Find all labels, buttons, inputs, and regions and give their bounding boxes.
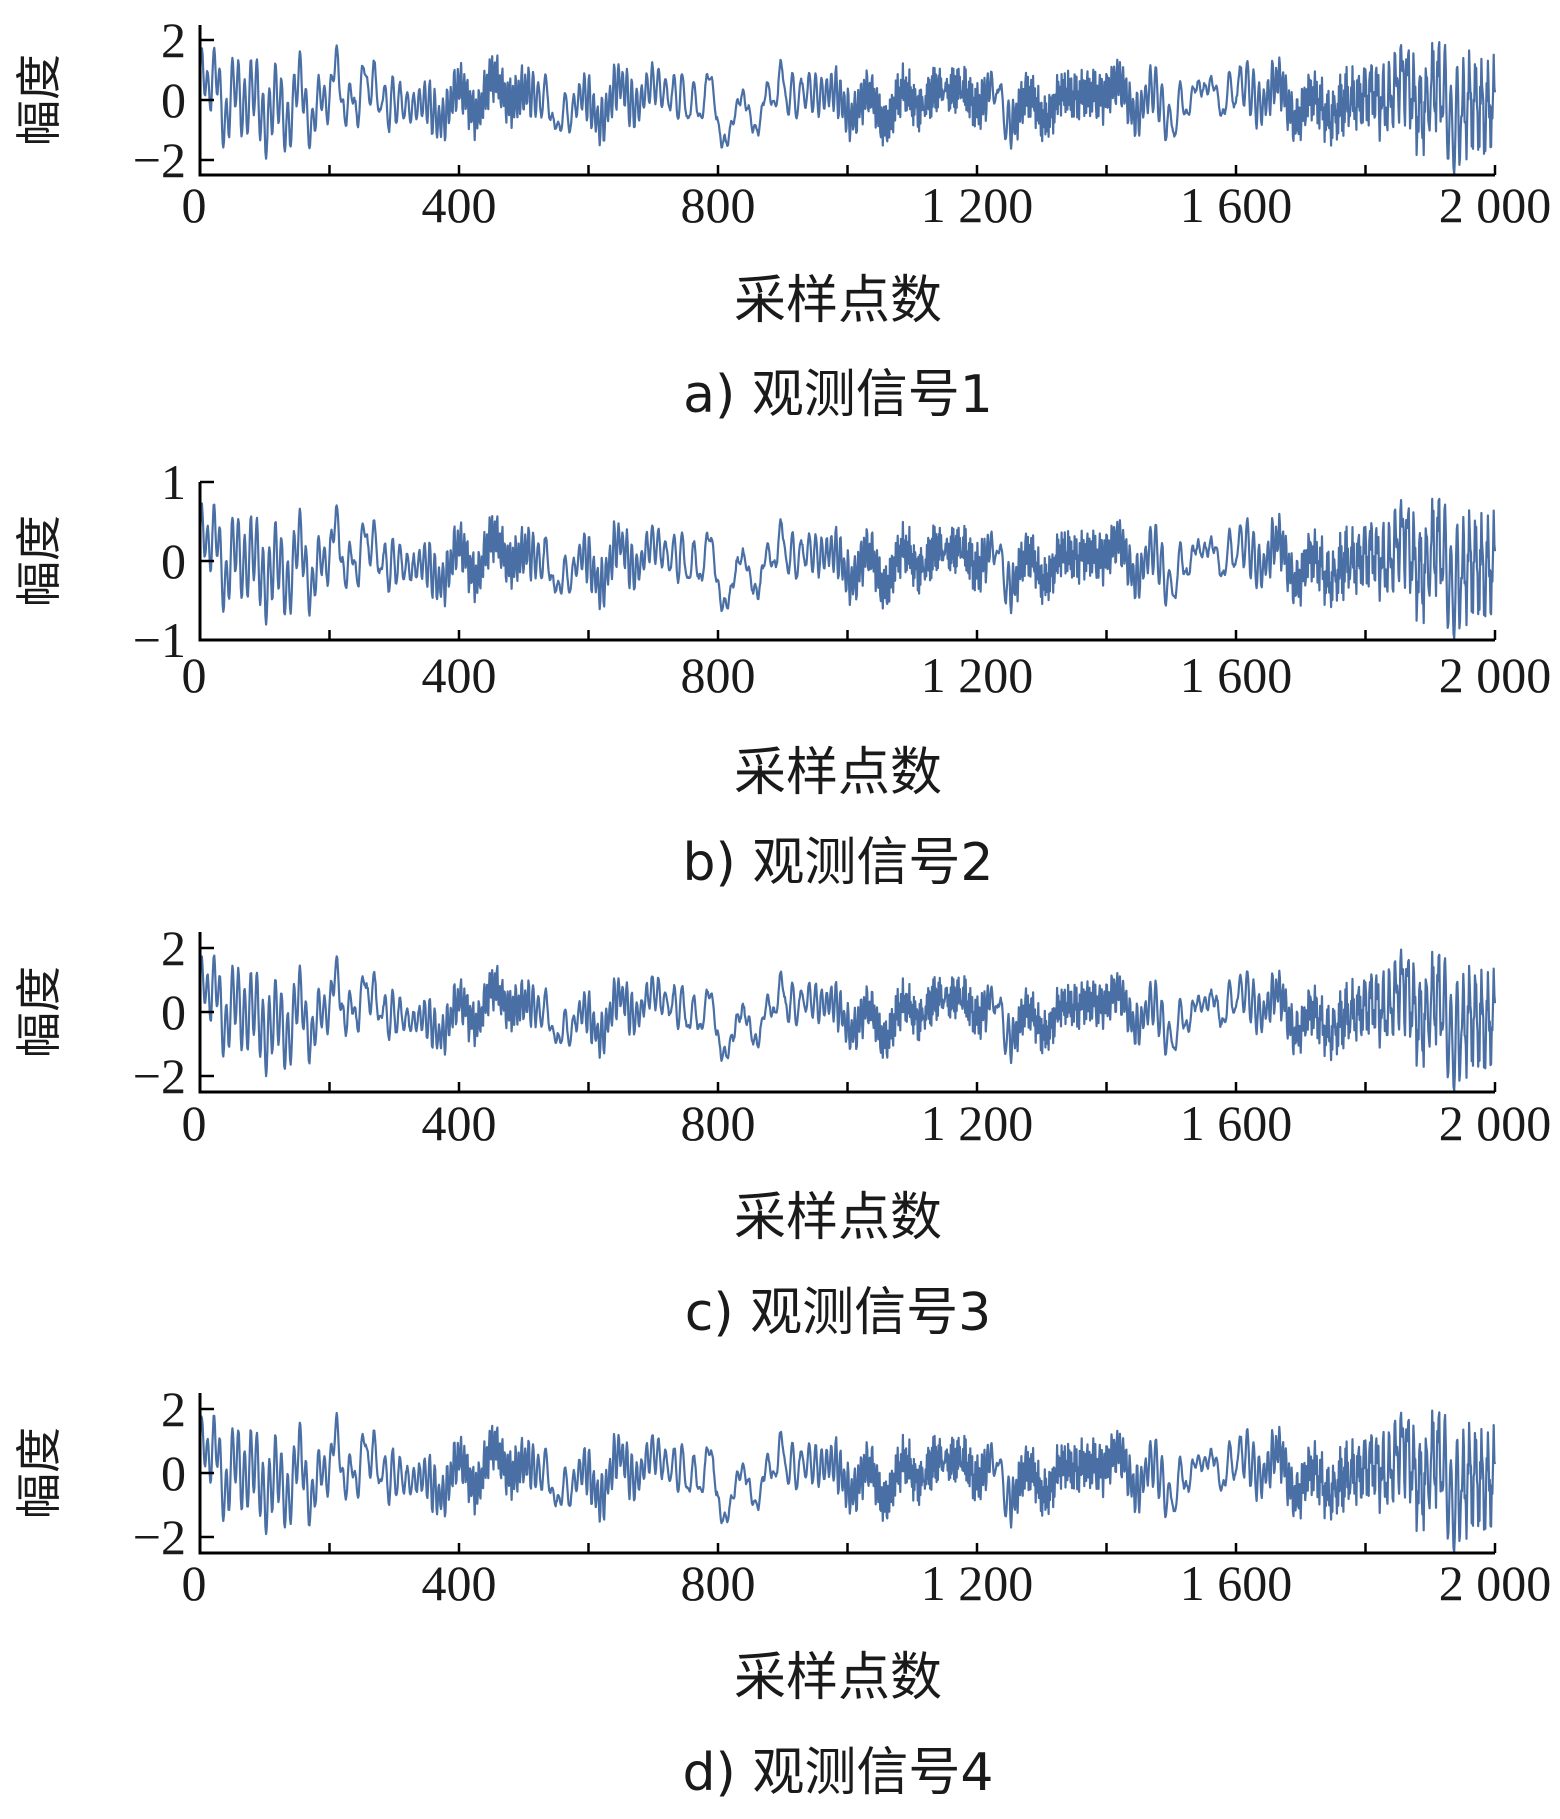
- panel-d-ytick-label-2: −2: [133, 1509, 186, 1565]
- panel-a-xticks: 0 400 800 1 200 1 600 2 000: [182, 165, 1552, 233]
- panel-a-ytick-label-2: −2: [133, 132, 186, 188]
- panel-c-caption: c) 观测信号3: [685, 1283, 992, 1343]
- panel-a-xtick-label-1: 400: [422, 177, 497, 233]
- panel-c-xticks: 0 400 800 1 200 1 600 2 000: [182, 1082, 1552, 1151]
- panel-a-xtick-label-3: 1 200: [921, 177, 1034, 233]
- panel-a-xlabel: 采样点数: [734, 271, 942, 331]
- panel-d-ylabel: 幅度: [12, 1427, 66, 1519]
- panel-d-xtick-label-0: 0: [182, 1555, 207, 1611]
- panel-c-xtick-label-3: 1 200: [921, 1095, 1034, 1151]
- panel-c-series-line: [198, 948, 1497, 1092]
- panel-c-xlabel: 采样点数: [734, 1188, 942, 1248]
- panel-a-caption: a) 观测信号1: [683, 365, 993, 425]
- panel-d: 0 400 800 1 200 1 600 2 000 20−2 幅度 采样点数 d) 观…: [12, 1381, 1551, 1803]
- panel-b-yticks: 1 0 −1: [133, 454, 214, 668]
- panel-b-xlabel: 采样点数: [734, 743, 942, 803]
- panel-d-xticks: 0 400 800 1 200 1 600 2 000: [182, 1543, 1552, 1611]
- panel-a-ytick-label-0: 2: [161, 12, 186, 68]
- panel-c-xtick-label-4: 1 600: [1180, 1095, 1293, 1151]
- panel-d-ytick-label-0: 2: [161, 1381, 186, 1437]
- panel-d-xtick-label-1: 400: [422, 1555, 497, 1611]
- panel-b-xtick-label-4: 1 600: [1180, 647, 1293, 703]
- panel-d-series-line: [198, 1409, 1497, 1553]
- panel-a-ylabel: 幅度: [12, 54, 66, 146]
- panel-c-xtick-label-1: 400: [422, 1095, 497, 1151]
- panel-d-xlabel: 采样点数: [734, 1648, 942, 1708]
- panel-a-xtick-label-2: 800: [681, 177, 756, 233]
- panel-a-yticks: 20−2: [133, 12, 214, 188]
- panel-a: 0 400 800 1 200 1 600 2 000 20−2 幅度 采样点数 a) 观…: [12, 12, 1551, 425]
- panel-b-caption: b) 观测信号2: [683, 833, 994, 893]
- panel-c-ytick-label-1: 0: [161, 984, 186, 1040]
- panel-c-xtick-label-5: 2 000: [1439, 1095, 1552, 1151]
- panel-c-xtick-label-0: 0: [182, 1095, 207, 1151]
- panel-a-xtick-label-4: 1 600: [1180, 177, 1293, 233]
- panel-a-series-line: [198, 41, 1497, 175]
- panel-b-ylabel: 幅度: [12, 515, 66, 607]
- panel-c: 0 400 800 1 200 1 600 2 000 20−2 幅度 采样点数 c) 观…: [12, 920, 1551, 1343]
- panel-b-xticks: 0 400 800 1 200 1 600 2 000: [182, 630, 1552, 703]
- panel-b-ytick-label-2: −1: [133, 612, 186, 668]
- panel-c-ytick-label-2: −2: [133, 1048, 186, 1104]
- panel-c-ylabel: 幅度: [12, 966, 66, 1058]
- panel-d-xtick-label-3: 1 200: [921, 1555, 1034, 1611]
- panel-b: 0 400 800 1 200 1 600 2 000 10−1 幅度 采样点数 b) 观…: [12, 454, 1551, 893]
- panel-b-ytick-label-0: 1: [161, 454, 186, 510]
- panel-b-xtick-label-1: 400: [422, 647, 497, 703]
- panel-a-ytick-label-1: 0: [161, 72, 186, 128]
- panel-d-xtick-label-4: 1 600: [1180, 1555, 1293, 1611]
- panel-b-ytick-label-1: 0: [161, 533, 186, 589]
- panel-b-xtick-label-5: 2 000: [1439, 647, 1552, 703]
- panel-c-xtick-label-2: 800: [681, 1095, 756, 1151]
- panel-b-series-line: [198, 497, 1497, 640]
- panel-d-yticks: 2 0 −2: [133, 1381, 214, 1565]
- panel-d-ytick-label-1: 0: [161, 1445, 186, 1501]
- panel-d-xtick-label-2: 800: [681, 1555, 756, 1611]
- panel-c-yticks: 2 0 −2: [133, 920, 214, 1104]
- panel-a-xtick-label-0: 0: [182, 177, 207, 233]
- panel-b-xtick-label-0: 0: [182, 647, 207, 703]
- panel-c-ytick-label-0: 2: [161, 920, 186, 976]
- panel-b-xtick-label-3: 1 200: [921, 647, 1034, 703]
- panel-a-xtick-label-5: 2 000: [1439, 177, 1552, 233]
- panel-b-xtick-label-2: 800: [681, 647, 756, 703]
- panel-d-xtick-label-5: 2 000: [1439, 1555, 1552, 1611]
- panel-d-caption: d) 观测信号4: [683, 1743, 994, 1803]
